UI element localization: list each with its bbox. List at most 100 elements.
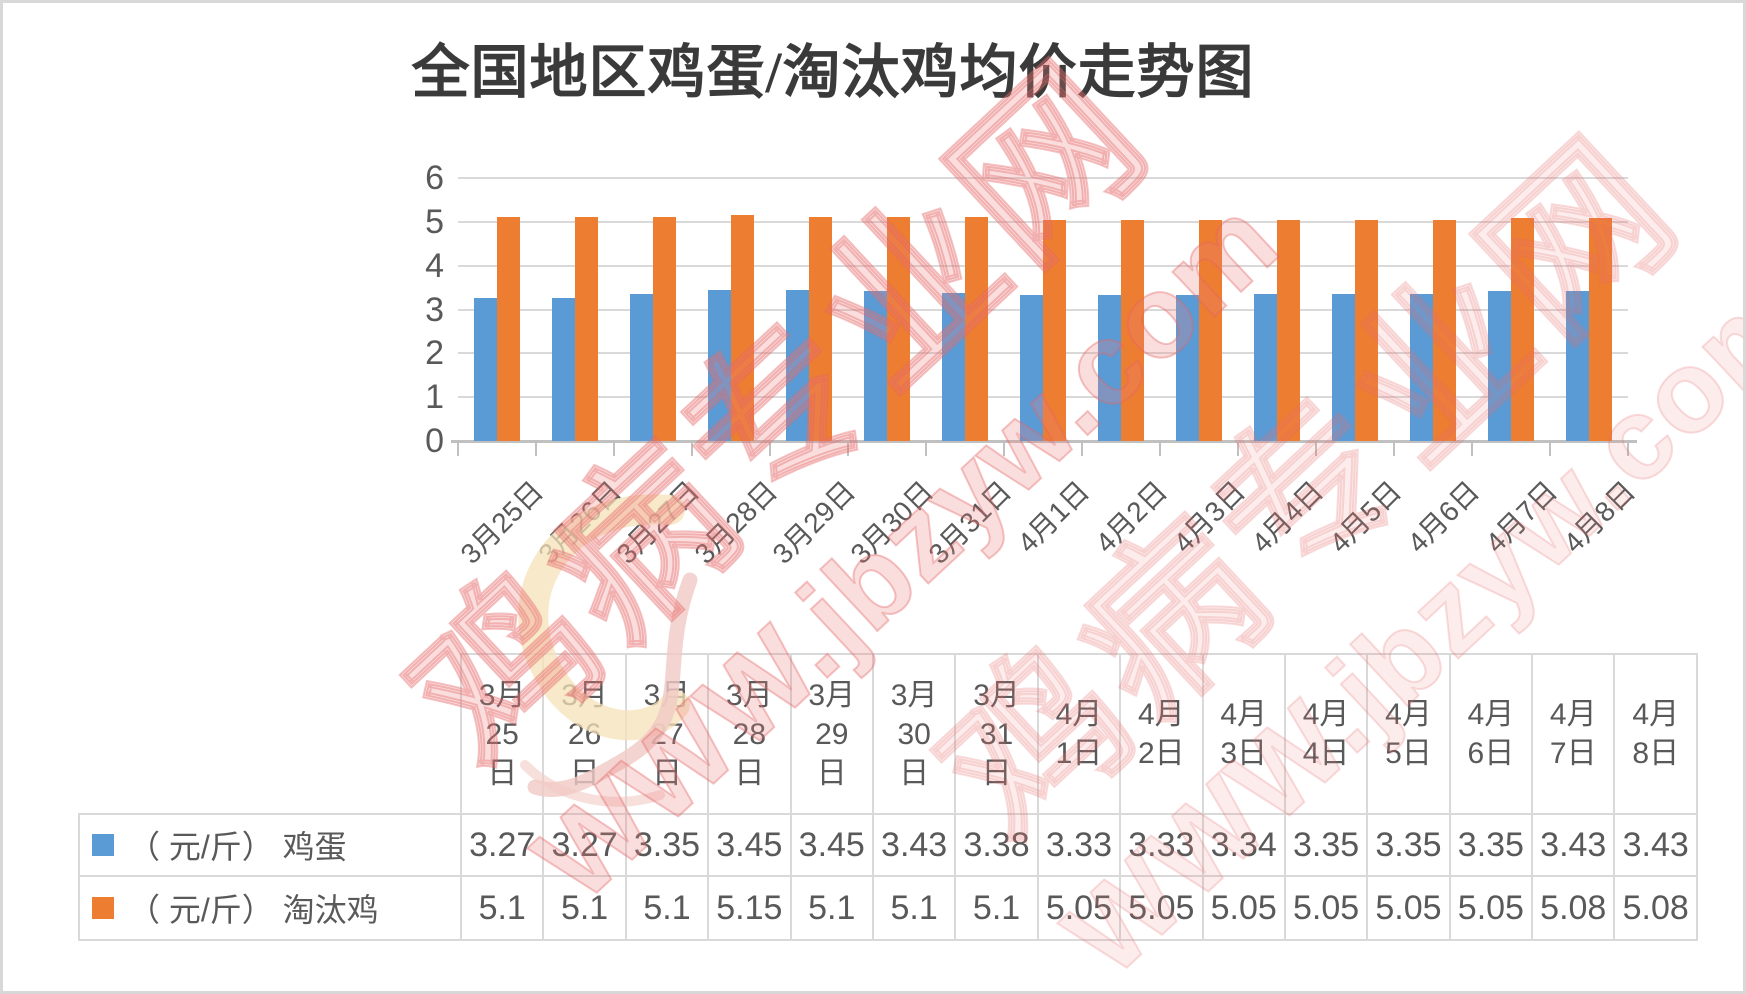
table-date-header-cell: 3月 25 日 [459, 653, 545, 815]
egg-bar [864, 290, 887, 441]
egg-price-cell: 3.35 [624, 813, 710, 877]
legend-label: （ 元/斤） 鸡蛋 [128, 829, 347, 865]
chicken-bar [1199, 219, 1222, 441]
egg-bar [708, 289, 731, 441]
chicken-bar [1433, 219, 1456, 441]
chicken-bar [1121, 219, 1144, 441]
egg-price-cell: 3.35 [1283, 813, 1369, 877]
egg-bar [474, 297, 497, 441]
chicken-bar [965, 217, 988, 441]
legend-label: （ 元/斤） 淘汰鸡 [128, 892, 379, 928]
x-axis-tick [691, 441, 693, 456]
chicken-bar [731, 215, 754, 441]
chicken-price-cell: 5.1 [542, 875, 627, 941]
chicken-price-cell: 5.05 [1119, 875, 1204, 941]
chicken-bar [1355, 219, 1378, 441]
chicken-bar [653, 217, 676, 441]
table-date-header-cell: 4月 4日 [1283, 653, 1369, 815]
x-axis-tick [1081, 441, 1083, 456]
page-title: 全国地区鸡蛋/淘汰鸡均价走势图 [411, 40, 1255, 105]
table-date-header-cell: 4月 7日 [1531, 653, 1616, 815]
price-data-table: 3月 25 日 3月 26 日 3月 27 日 3月 28 日 3月 29 日 3月 30 日 3月 31 日 4月 1日 4… [78, 653, 1698, 941]
egg-price-cell: 3.34 [1201, 813, 1286, 877]
chicken-price-cell: 5.15 [707, 875, 792, 941]
y-axis-tick-label: 3 [425, 290, 444, 329]
egg-bar [1332, 294, 1355, 441]
table-date-header-cell: 3月 30 日 [871, 653, 957, 815]
egg-bar [1020, 295, 1043, 441]
legend-item-chicken: （ 元/斤） 淘汰鸡 [78, 875, 462, 941]
x-axis-tick [1471, 441, 1473, 456]
x-axis-tick [925, 441, 927, 456]
egg-bar [1176, 294, 1199, 441]
table-date-header-cell: 3月 31 日 [954, 653, 1039, 815]
table-date-header-cell: 4月 8日 [1613, 653, 1698, 815]
y-axis-tick-label: 4 [425, 246, 444, 285]
egg-bar [630, 294, 653, 441]
egg-price-cell: 3.27 [542, 813, 627, 877]
chicken-price-cell: 5.05 [1366, 875, 1451, 941]
x-axis-tick [613, 441, 615, 456]
x-axis-tick [1159, 441, 1161, 456]
table-date-header-cell: 4月 5日 [1366, 653, 1451, 815]
egg-bar [1488, 290, 1511, 441]
chicken-bar [1043, 219, 1066, 441]
chicken-price-cell: 5.08 [1531, 875, 1616, 941]
table-date-header-cell: 3月 28 日 [707, 653, 792, 815]
x-axis-tick [1393, 441, 1395, 456]
egg-price-cell: 3.43 [1531, 813, 1616, 877]
egg-price-cell: 3.35 [1448, 813, 1534, 877]
chicken-bar [887, 217, 910, 441]
y-axis-tick-label: 2 [425, 334, 444, 373]
table-date-header-cell: 3月 26 日 [542, 653, 627, 815]
bar-chart: 0 1 2 3 4 5 6 3月25日 3月26日 3月27日 3月28日 3月29日 3月30日 3月3… [3, 3, 1743, 991]
chicken-price-cell: 5.08 [1613, 875, 1698, 941]
x-axis-tick [457, 441, 459, 456]
chicken-price-cell: 5.1 [459, 875, 545, 941]
x-axis-tick [769, 441, 771, 456]
x-axis-tick [1237, 441, 1239, 456]
gridline [458, 177, 1628, 179]
x-axis-tick [1315, 441, 1317, 456]
egg-bar [786, 289, 809, 441]
chicken-bar [497, 217, 520, 441]
x-axis-tick [1003, 441, 1005, 456]
chicken-legend-swatch [92, 897, 114, 919]
chicken-price-cell: 5.05 [1448, 875, 1534, 941]
chicken-bar [1277, 219, 1300, 441]
chicken-price-cell: 5.1 [954, 875, 1039, 941]
table-date-header-cell: 4月 2日 [1119, 653, 1204, 815]
egg-bar [1254, 294, 1277, 441]
chicken-price-cell: 5.1 [871, 875, 957, 941]
table-date-header-cell: 4月 1日 [1036, 653, 1122, 815]
table-date-header-cell: 3月 29 日 [789, 653, 874, 815]
legend-item-egg: （ 元/斤） 鸡蛋 [78, 813, 462, 877]
egg-bar [552, 297, 575, 441]
egg-legend-swatch [92, 834, 114, 856]
egg-price-cell: 3.33 [1119, 813, 1204, 877]
chicken-price-cell: 5.1 [789, 875, 874, 941]
y-axis-tick-label: 0 [425, 422, 444, 460]
egg-bar [1098, 295, 1121, 441]
egg-price-cell: 3.27 [459, 813, 545, 877]
chicken-price-cell: 5.05 [1036, 875, 1122, 941]
egg-price-cell: 3.45 [707, 813, 792, 877]
x-axis-tick [847, 441, 849, 456]
table-date-header-cell: 4月 3日 [1201, 653, 1286, 815]
chicken-bar [809, 217, 832, 441]
y-axis-tick-label: 1 [425, 378, 444, 417]
egg-price-cell: 3.43 [871, 813, 957, 877]
chicken-bar [1589, 218, 1612, 441]
chicken-price-cell: 5.1 [624, 875, 710, 941]
chicken-bar [1511, 218, 1534, 441]
egg-price-cell: 3.43 [1613, 813, 1698, 877]
egg-price-cell: 3.33 [1036, 813, 1122, 877]
egg-price-cell: 3.45 [789, 813, 874, 877]
chicken-bar [575, 217, 598, 441]
chicken-price-cell: 5.05 [1283, 875, 1369, 941]
egg-bar [1566, 290, 1589, 441]
table-corner-cell [79, 654, 461, 814]
table-date-header-cell: 4月 6日 [1448, 653, 1534, 815]
egg-price-cell: 3.38 [954, 813, 1039, 877]
